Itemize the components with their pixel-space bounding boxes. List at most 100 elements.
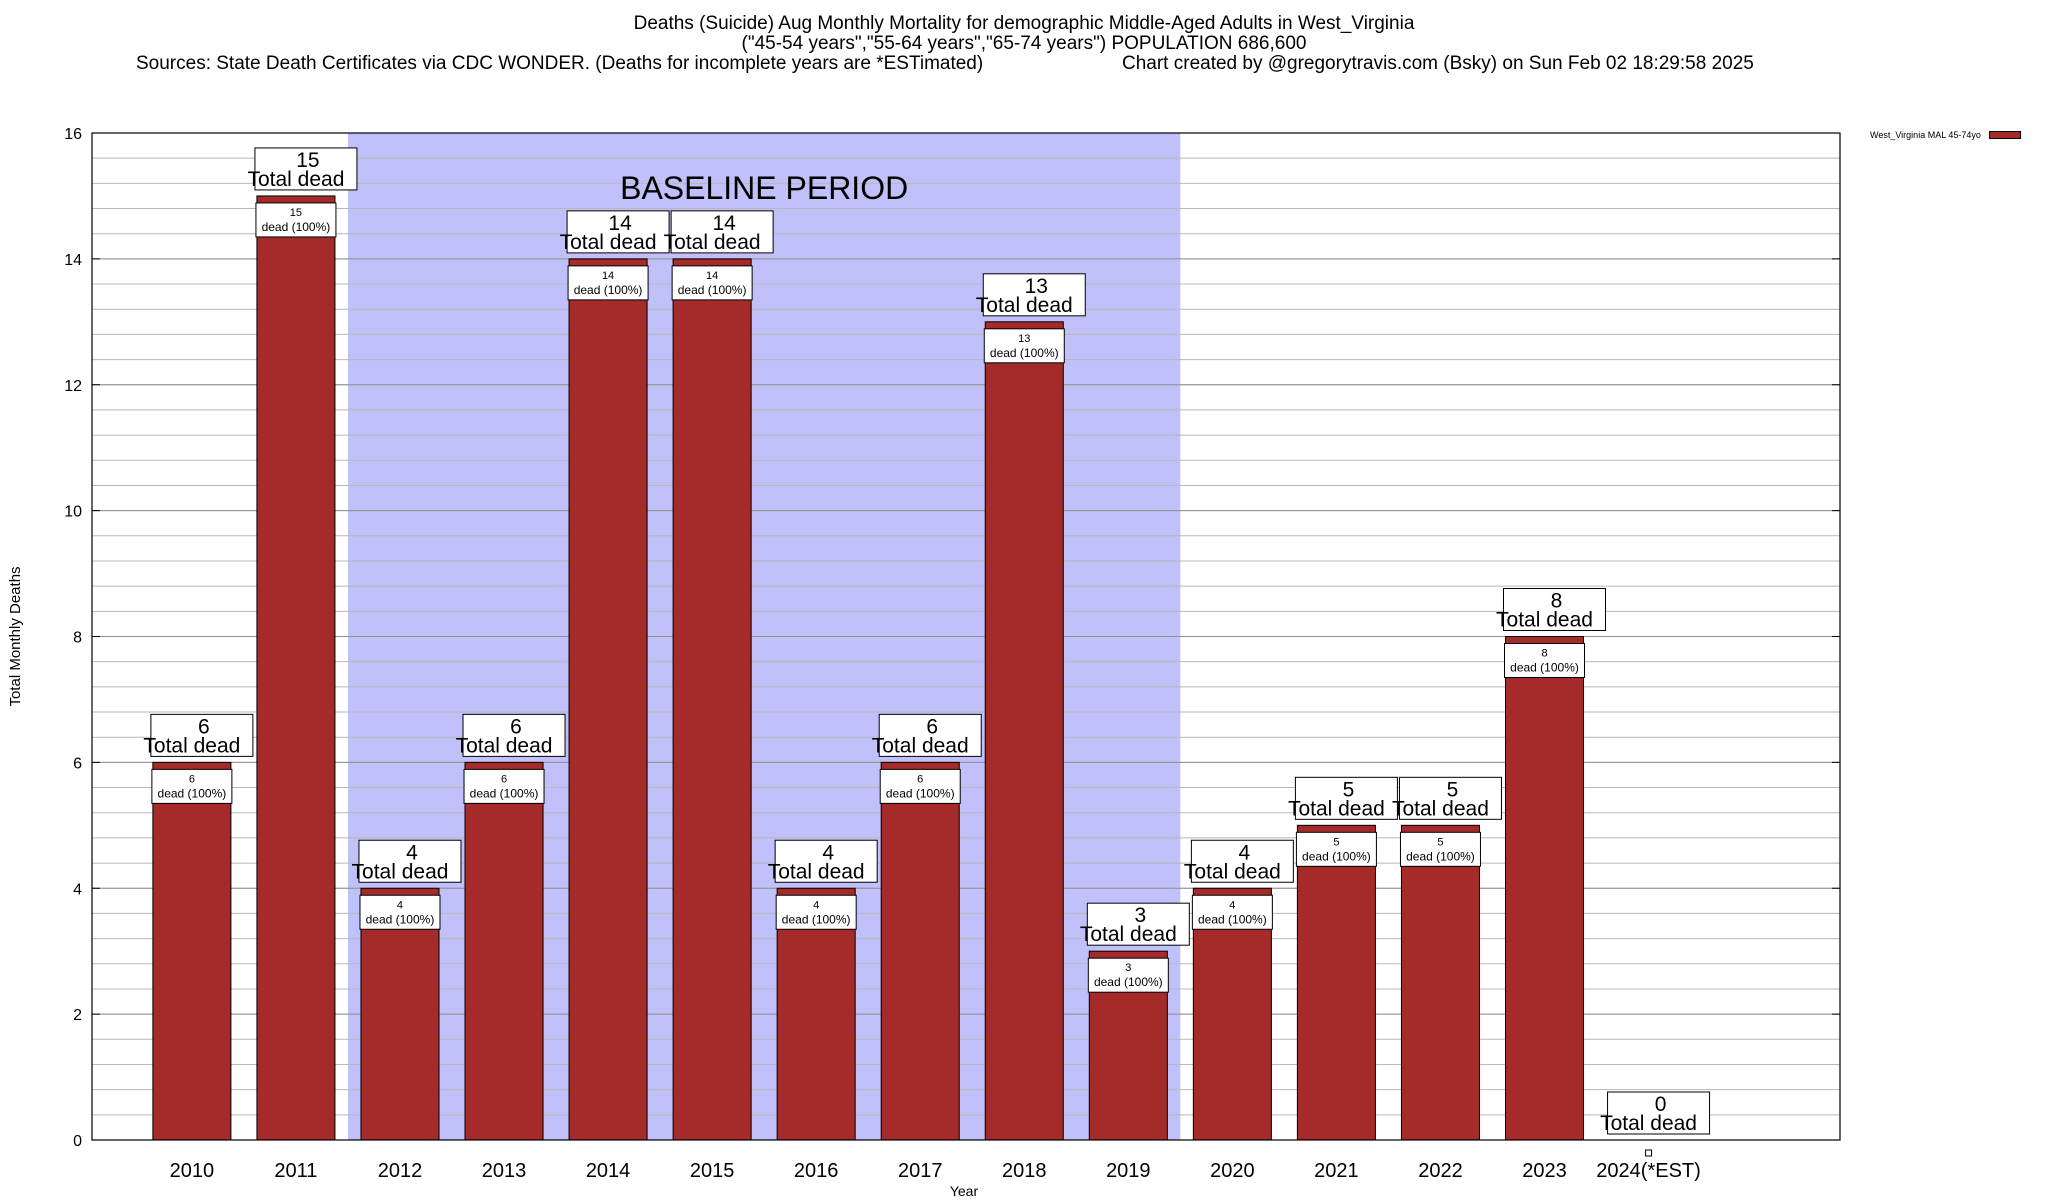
total-label-text: Total dead: [664, 231, 761, 254]
inner-label-text: dead (100%): [262, 220, 331, 234]
inner-label-box: [1295, 831, 1377, 867]
total-label-box: [774, 839, 878, 883]
x-tick-label: 2015: [690, 1160, 735, 1182]
data-label: 13: [1025, 275, 1048, 298]
inner-label-box: [879, 768, 961, 804]
bar: [984, 321, 1064, 1141]
inner-label-text: dead (100%): [1406, 849, 1475, 863]
inner-label-text: dead (100%): [1302, 849, 1371, 863]
inner-label-box: [1191, 894, 1273, 930]
inner-label-box: [567, 265, 649, 301]
x-tick-label: 2024(*EST): [1596, 1160, 1701, 1182]
bar: [464, 761, 544, 1141]
bar: [1400, 824, 1480, 1141]
y-tick-label: 16: [64, 126, 82, 143]
x-tick-label: 2020: [1210, 1160, 1255, 1182]
data-label: 4: [406, 841, 418, 864]
total-label-text: Total dead: [143, 734, 240, 757]
chart-sources: Sources: State Death Certificates via CD…: [136, 53, 984, 74]
inner-label-value: 5: [1333, 836, 1339, 848]
inner-label-box: [1399, 831, 1481, 867]
inner-label-box: [775, 894, 857, 930]
y-axis-title: Total Monthly Deaths: [7, 566, 24, 706]
total-label-text: Total dead: [1392, 797, 1489, 820]
data-label: 5: [1343, 778, 1355, 801]
total-label-text: Total dead: [976, 294, 1073, 317]
plot-frame: [91, 132, 1841, 1141]
x-axis-title: Year: [950, 1183, 979, 1199]
total-label-text: Total dead: [872, 734, 969, 757]
y-tick-label: 12: [64, 378, 82, 395]
bar: [1296, 824, 1376, 1141]
inner-label-value: 8: [1541, 648, 1547, 660]
data-label: 6: [926, 715, 938, 738]
total-label-text: Total dead: [352, 860, 449, 883]
inner-label-box: [983, 328, 1065, 364]
zero-marker: [1645, 1149, 1653, 1157]
total-label-text: Total dead: [247, 168, 344, 191]
chart-credit: Chart created by @gregorytravis.com (Bsk…: [1122, 53, 1754, 74]
total-label-box: [462, 713, 566, 757]
x-tick-label: 2012: [378, 1160, 423, 1182]
x-tick-label: 2023: [1522, 1160, 1567, 1182]
bar: [1192, 887, 1272, 1141]
y-tick-label: 14: [64, 252, 82, 269]
total-label-box: [358, 839, 462, 883]
total-label-text: Total dead: [1600, 1112, 1697, 1135]
x-tick-label: 2016: [794, 1160, 839, 1182]
bar: [256, 195, 336, 1141]
total-label-box: [1503, 588, 1607, 631]
inner-label-text: dead (100%): [886, 786, 955, 800]
inner-label-value: 6: [917, 773, 923, 785]
bar: [152, 761, 232, 1141]
inner-label-value: 6: [501, 773, 507, 785]
inner-label-value: 4: [813, 899, 819, 911]
inner-label-text: dead (100%): [1094, 975, 1163, 989]
legend-label: West_Virginia MAL 45-74yo: [1870, 130, 1981, 140]
total-label-box: [254, 147, 358, 191]
inner-label-value: 13: [1018, 333, 1030, 345]
y-tick-label: 2: [73, 1007, 82, 1024]
x-tick-label: 2019: [1106, 1160, 1151, 1182]
inner-label-value: 6: [189, 773, 195, 785]
inner-label-box: [671, 265, 753, 301]
x-tick-label: 2014: [586, 1160, 631, 1182]
data-label: 6: [198, 715, 210, 738]
total-label-box: [982, 273, 1086, 317]
y-tick-label: 0: [73, 1133, 82, 1150]
x-tick-label: 2021: [1314, 1160, 1359, 1182]
data-label: 3: [1134, 904, 1146, 927]
x-tick-label: 2013: [482, 1160, 527, 1182]
total-label-box: [566, 210, 670, 254]
data-label: 5: [1447, 778, 1459, 801]
total-label-box: [1086, 902, 1190, 946]
bar: [1504, 636, 1585, 1141]
data-label: 14: [712, 212, 736, 235]
y-tick-label: 10: [64, 504, 82, 521]
inner-label-box: [359, 894, 441, 930]
bar: [568, 258, 648, 1141]
inner-label-text: dead (100%): [470, 786, 539, 800]
total-label-text: Total dead: [456, 734, 553, 757]
inner-label-value: 3: [1125, 962, 1131, 974]
inner-label-value: 14: [706, 270, 718, 282]
data-label: 14: [608, 212, 632, 235]
x-tick-label: 2022: [1418, 1160, 1463, 1182]
inner-label-text: dead (100%): [782, 912, 851, 926]
total-label-box: [1190, 839, 1294, 883]
total-label-box: [1398, 776, 1502, 820]
data-label: 8: [1551, 590, 1563, 613]
inner-label-value: 4: [1229, 899, 1235, 911]
inner-label-box: [255, 202, 337, 238]
data-label: 15: [296, 149, 319, 172]
y-tick-label: 6: [73, 755, 82, 772]
inner-label-box: [151, 768, 233, 804]
chart-subtitle: ("45-54 years","55-64 years","65-74 year…: [741, 33, 1307, 54]
data-label: 6: [510, 715, 522, 738]
data-label: 4: [822, 841, 834, 864]
legend-swatch: [1988, 131, 2021, 139]
total-label-text: Total dead: [1288, 797, 1385, 820]
total-label-text: Total dead: [1080, 923, 1177, 946]
baseline-label: BASELINE PERIOD: [620, 170, 908, 206]
inner-label-value: 4: [397, 899, 403, 911]
